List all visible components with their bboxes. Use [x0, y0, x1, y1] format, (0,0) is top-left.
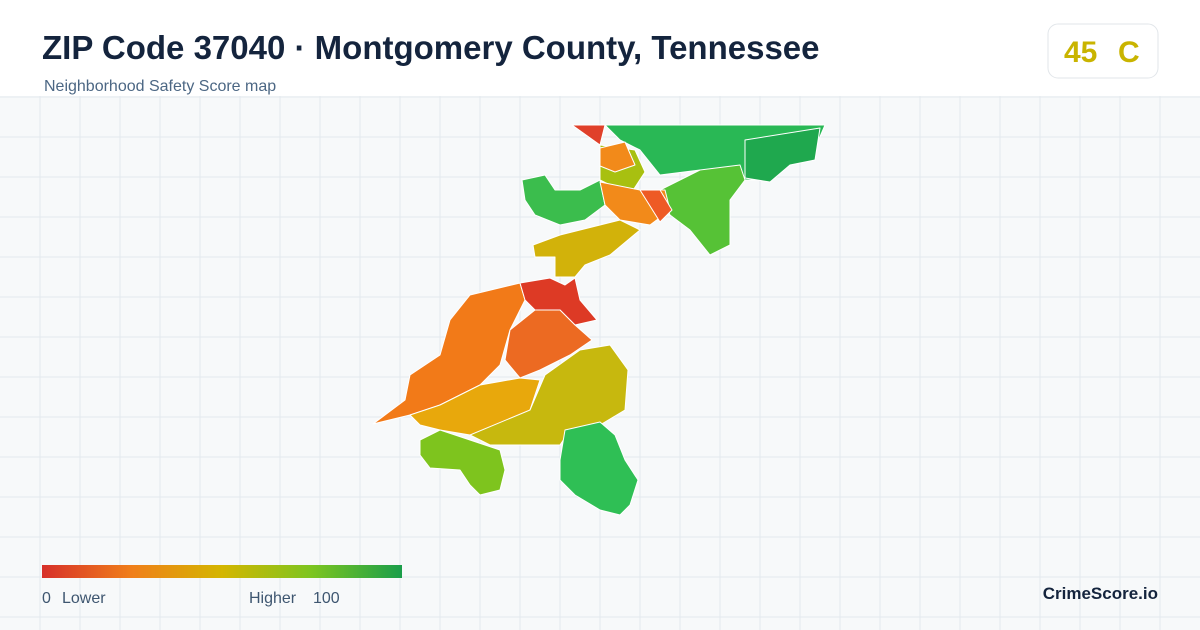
- grade: C: [1118, 36, 1140, 69]
- region: [744, 127, 821, 183]
- region: [559, 421, 639, 516]
- brand: CrimeScore.io: [1043, 584, 1158, 603]
- region: [659, 164, 746, 256]
- legend-min-label: Lower: [62, 590, 106, 607]
- region: [469, 344, 629, 446]
- legend-bar: [42, 565, 402, 578]
- legend-max-label: Higher: [249, 590, 297, 607]
- legend-max: 100: [313, 590, 340, 607]
- score: 45: [1064, 36, 1097, 69]
- title: ZIP Code 37040 · Montgomery County, Tenn…: [42, 29, 820, 66]
- region: [599, 141, 636, 173]
- subtitle: Neighborhood Safety Score map: [44, 78, 276, 95]
- region: [519, 277, 598, 326]
- region: [639, 189, 673, 223]
- legend-min: 0: [42, 590, 51, 607]
- region: [419, 429, 506, 496]
- badge: [1047, 23, 1159, 79]
- region: [571, 124, 606, 146]
- map: [372, 124, 826, 516]
- region: [532, 219, 641, 278]
- header-bg: [0, 0, 1200, 96]
- region: [504, 309, 593, 379]
